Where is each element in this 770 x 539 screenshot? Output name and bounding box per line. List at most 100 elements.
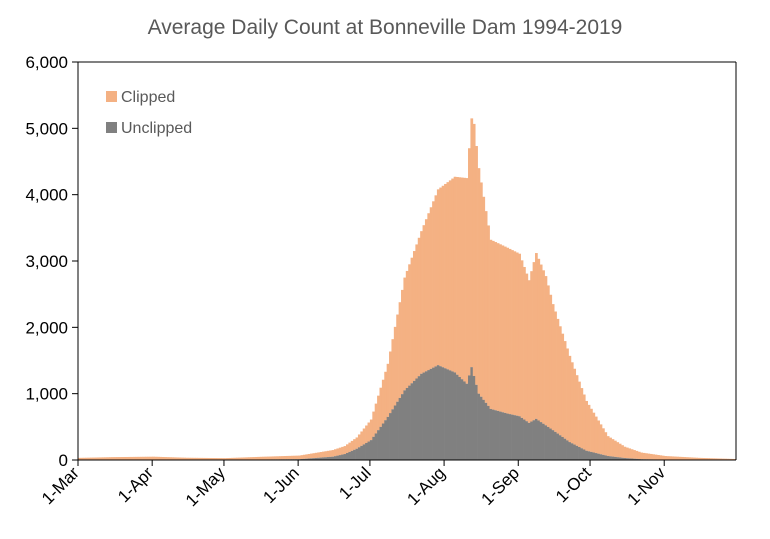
bar-clipped bbox=[408, 264, 411, 385]
bar-clipped bbox=[348, 443, 351, 452]
bar-unclipped bbox=[368, 442, 371, 460]
bar-clipped bbox=[133, 457, 136, 460]
bar-unclipped bbox=[399, 398, 402, 460]
bar-clipped bbox=[107, 457, 110, 460]
bar-clipped bbox=[202, 458, 205, 460]
bar-unclipped bbox=[344, 454, 347, 460]
bar-unclipped bbox=[595, 453, 598, 460]
bar-clipped bbox=[612, 439, 615, 456]
bar-unclipped bbox=[530, 422, 533, 460]
bar-clipped bbox=[588, 405, 591, 451]
bar-unclipped bbox=[521, 418, 524, 460]
bar-clipped bbox=[200, 458, 203, 460]
bar-clipped bbox=[504, 247, 507, 413]
bar-clipped bbox=[346, 444, 349, 453]
bar-unclipped bbox=[401, 394, 404, 460]
bar-clipped bbox=[363, 428, 366, 444]
bar-clipped bbox=[659, 455, 662, 459]
bar-unclipped bbox=[585, 451, 588, 460]
bar-clipped bbox=[267, 457, 270, 460]
bar-clipped bbox=[492, 241, 495, 410]
bar-clipped bbox=[145, 457, 148, 460]
bar-clipped bbox=[171, 457, 174, 459]
bar-clipped bbox=[513, 251, 516, 415]
bar-clipped bbox=[600, 424, 603, 454]
bar-clipped bbox=[119, 457, 122, 460]
bar-unclipped bbox=[547, 427, 550, 460]
bar-clipped bbox=[425, 219, 428, 371]
bar-clipped bbox=[437, 189, 440, 365]
bar-clipped bbox=[403, 278, 406, 391]
bar-clipped bbox=[234, 458, 237, 460]
x-tick-label: 1-Oct bbox=[552, 463, 595, 506]
bar-clipped bbox=[478, 168, 481, 394]
bar-unclipped bbox=[391, 409, 394, 460]
y-tick-label: 5,000 bbox=[25, 119, 68, 138]
x-tick-label: 1-Aug bbox=[403, 463, 449, 509]
bar-unclipped bbox=[588, 451, 591, 460]
y-tick-label: 1,000 bbox=[25, 385, 68, 404]
bar-unclipped bbox=[569, 442, 572, 460]
bar-clipped bbox=[533, 262, 536, 420]
bar-clipped bbox=[583, 395, 586, 450]
bar-clipped bbox=[458, 177, 461, 377]
bar-clipped bbox=[186, 458, 189, 460]
bar-clipped bbox=[647, 454, 650, 460]
x-tick-label: 1-Apr bbox=[114, 463, 157, 506]
bar-clipped bbox=[298, 456, 301, 460]
bar-clipped bbox=[679, 457, 682, 460]
bar-unclipped bbox=[559, 435, 562, 460]
bar-clipped bbox=[155, 457, 158, 460]
bar-clipped bbox=[626, 448, 629, 459]
bar-clipped bbox=[545, 276, 548, 425]
bar-unclipped bbox=[425, 371, 428, 460]
bar-unclipped bbox=[523, 420, 526, 460]
bar-clipped bbox=[463, 178, 466, 382]
bar-clipped bbox=[547, 285, 550, 427]
bar-unclipped bbox=[535, 419, 538, 460]
bar-clipped bbox=[624, 447, 627, 458]
bar-unclipped bbox=[396, 402, 399, 460]
bar-clipped bbox=[681, 457, 684, 460]
bar-unclipped bbox=[415, 379, 418, 461]
bar-clipped bbox=[315, 453, 318, 458]
bar-clipped bbox=[399, 302, 402, 398]
bar-clipped bbox=[248, 457, 251, 459]
bar-clipped bbox=[566, 348, 569, 440]
bar-clipped bbox=[231, 458, 234, 460]
bar-unclipped bbox=[609, 456, 612, 460]
bar-clipped bbox=[528, 280, 531, 423]
bar-clipped bbox=[305, 454, 308, 458]
bar-unclipped bbox=[427, 370, 430, 460]
bar-clipped bbox=[475, 146, 478, 385]
bar-unclipped bbox=[480, 397, 483, 460]
bar-clipped bbox=[188, 458, 191, 460]
bar-clipped bbox=[418, 238, 421, 376]
bar-clipped bbox=[442, 186, 445, 367]
bar-clipped bbox=[308, 454, 311, 459]
bar-clipped bbox=[669, 456, 672, 459]
bar-clipped bbox=[456, 177, 459, 375]
bar-clipped bbox=[394, 327, 397, 406]
bar-clipped bbox=[427, 213, 430, 370]
bar-clipped bbox=[190, 458, 193, 460]
bar-clipped bbox=[451, 179, 454, 372]
bar-clipped bbox=[236, 458, 239, 460]
bar-clipped bbox=[260, 457, 263, 460]
bar-clipped bbox=[435, 195, 438, 366]
bar-clipped bbox=[229, 458, 232, 460]
bar-clipped bbox=[578, 382, 581, 447]
bar-clipped bbox=[576, 375, 579, 446]
bar-clipped bbox=[377, 396, 380, 430]
bar-clipped bbox=[356, 437, 359, 448]
bar-clipped bbox=[198, 458, 201, 460]
bar-unclipped bbox=[435, 366, 438, 460]
bar-unclipped bbox=[444, 368, 447, 460]
bar-unclipped bbox=[375, 433, 378, 460]
bar-clipped bbox=[557, 319, 560, 434]
bar-clipped bbox=[521, 260, 524, 418]
bar-unclipped bbox=[458, 377, 461, 460]
bar-unclipped bbox=[377, 430, 380, 460]
bar-clipped bbox=[310, 454, 313, 459]
y-tick-label: 3,000 bbox=[25, 252, 68, 271]
